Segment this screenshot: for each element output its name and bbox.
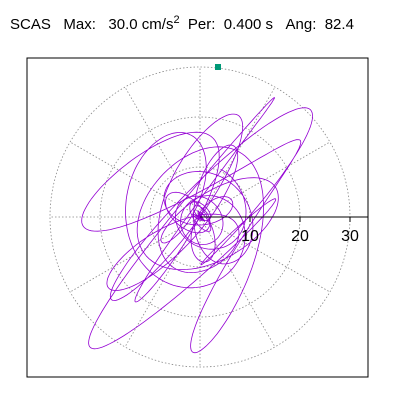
peak-marker bbox=[215, 64, 221, 70]
max-label: Max: bbox=[63, 16, 96, 33]
max-value: 30.0 bbox=[108, 16, 138, 33]
grid-spoke-330 bbox=[199, 216, 331, 293]
max-unit: cm/s bbox=[141, 16, 174, 33]
station-label: SCAS bbox=[10, 16, 51, 33]
radial-tick-label-30: 30 bbox=[341, 228, 359, 245]
radial-axis: 10 20 30 bbox=[200, 216, 368, 245]
ang-label: Ang: bbox=[285, 16, 317, 33]
radial-tick-label-20: 20 bbox=[291, 228, 309, 245]
ang-value: 82.4 bbox=[324, 16, 354, 33]
grid-spoke-120 bbox=[124, 86, 201, 218]
grid-spoke-150 bbox=[69, 141, 201, 218]
orbit-path bbox=[81, 97, 313, 354]
orbit-trace bbox=[81, 97, 313, 354]
peak-marker-group bbox=[215, 64, 221, 70]
grid-spoke-300 bbox=[199, 216, 276, 348]
per-value: 0.400 s bbox=[223, 16, 273, 33]
max-unit-exponent: 2 bbox=[173, 14, 180, 26]
radial-tick-label-10: 10 bbox=[241, 228, 259, 245]
response-header: SCAS Max: 30.0 cm/s2 Per: 0.400 s Ang: 8… bbox=[10, 14, 354, 33]
grid-spoke-210 bbox=[69, 216, 201, 293]
per-label: Per: bbox=[187, 16, 216, 33]
